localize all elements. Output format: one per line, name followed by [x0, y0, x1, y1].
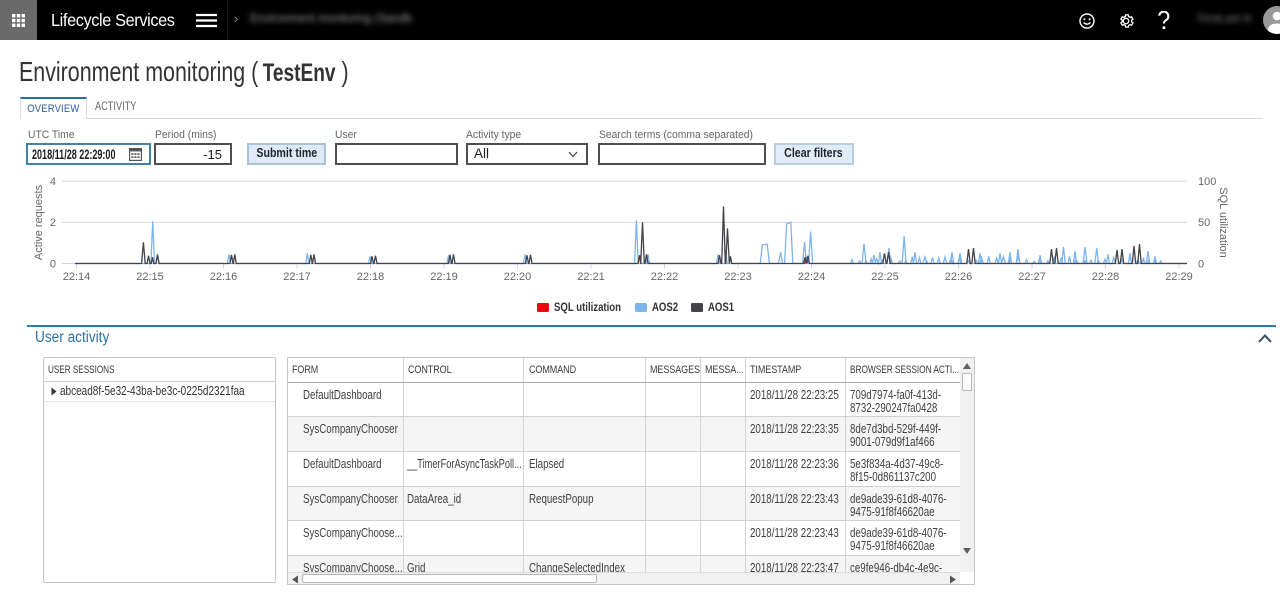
svg-text:22:14: 22:14 — [63, 271, 91, 283]
svg-text:0: 0 — [50, 259, 56, 271]
svg-text:2: 2 — [50, 217, 56, 229]
svg-text:4: 4 — [50, 176, 56, 188]
svg-text:SQL utilization: SQL utilization — [1217, 187, 1229, 258]
svg-text:0: 0 — [1198, 259, 1204, 271]
svg-text:Active requests: Active requests — [33, 184, 45, 260]
svg-text:22:24: 22:24 — [798, 271, 826, 283]
svg-text:22:28: 22:28 — [1092, 271, 1120, 283]
svg-text:22:18: 22:18 — [357, 271, 385, 283]
svg-text:50: 50 — [1198, 217, 1210, 229]
svg-text:22:27: 22:27 — [1018, 271, 1046, 283]
svg-text:22:29: 22:29 — [1165, 271, 1193, 283]
svg-text:22:25: 22:25 — [871, 271, 899, 283]
svg-text:100: 100 — [1198, 176, 1216, 188]
svg-text:22:23: 22:23 — [724, 271, 752, 283]
svg-text:22:20: 22:20 — [504, 271, 532, 283]
svg-text:22:26: 22:26 — [945, 271, 973, 283]
svg-text:22:21: 22:21 — [577, 271, 605, 283]
svg-text:22:19: 22:19 — [430, 271, 458, 283]
svg-text:22:17: 22:17 — [283, 271, 311, 283]
svg-text:22:15: 22:15 — [136, 271, 164, 283]
svg-text:22:16: 22:16 — [210, 271, 238, 283]
svg-text:22:22: 22:22 — [651, 271, 679, 283]
